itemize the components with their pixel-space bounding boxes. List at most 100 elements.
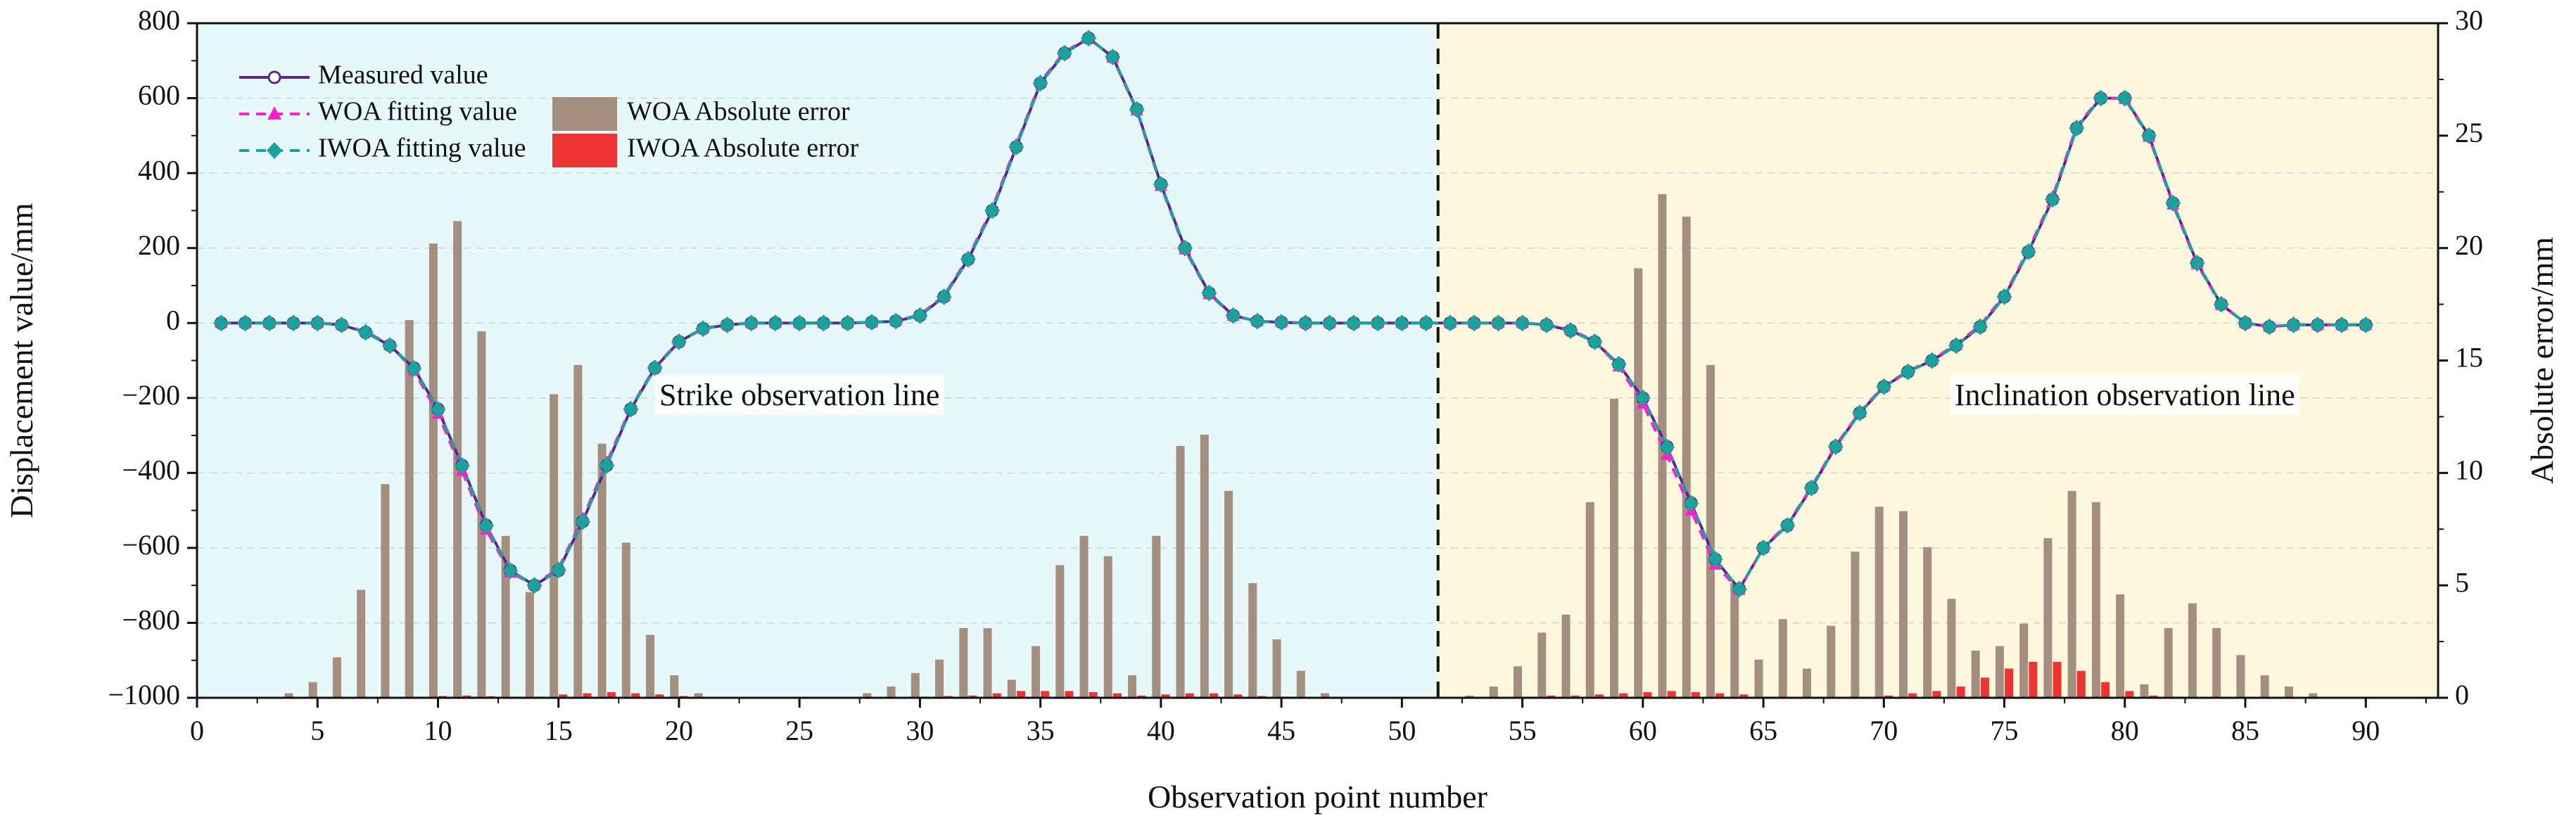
iwoa-fit-point [1105,48,1121,65]
iwoa-error-bar [2052,661,2062,698]
woa-error-bar [1827,625,1836,698]
iwoa-fit-point [1827,438,1844,456]
x-tick-label: 30 [906,715,934,746]
iwoa-error-bar [1884,695,1893,698]
iwoa-fit-point [2069,120,2085,137]
y-left-tick-label: 200 [138,229,180,261]
woa-error-bar [525,592,534,698]
iwoa-error-bar [968,695,977,698]
iwoa-error-bar [1161,694,1170,698]
iwoa-fit-point [381,337,398,355]
iwoa-fit-point [1996,288,2012,305]
iwoa-fit-point [1345,314,1362,332]
axes: 0 5 10 15 20 25 30 35 40 45 50 55 60 65 70 75 80 85 90−100… [108,4,2483,746]
y-left-tick-label: 400 [138,154,180,186]
y-left-tick-label: −1000 [108,679,180,710]
iwoa-fit-point [1803,479,1820,497]
woa-error-bar [1730,582,1739,698]
iwoa-fit-point [719,316,735,333]
iwoa-fit-point [671,333,687,350]
woa-error-bar [1032,646,1041,698]
woa-error-bar [381,484,390,698]
region-label-0: Strike observation line [659,378,939,412]
woa-error-bar [1152,535,1161,698]
iwoa-fit-point [1056,44,1072,62]
y-left-tick-label: −800 [122,604,180,636]
woa-error-bar [1321,693,1330,698]
woa-error-bar [935,659,944,698]
x-tick-label: 40 [1147,715,1175,746]
woa-error-bar [1634,268,1643,698]
iwoa-fit-point [984,202,1001,219]
fitting-lines [213,30,2374,598]
iwoa-fit-point [599,457,615,474]
iwoa-error-bar [1571,695,1580,698]
woa-error-bar [1176,445,1185,698]
iwoa-fit-point [1756,539,1772,556]
woa-error-bar [1224,490,1233,698]
woa-error-bar [2019,623,2029,698]
iwoa-fit-point [1418,314,1434,332]
iwoa-error-bar [1619,693,1628,698]
iwoa-fit-point [213,314,229,332]
legend: Measured value WOA fitting value IWOA fitt… [239,60,859,167]
iwoa-fit-point [1225,307,1241,324]
iwoa-fit-point [1177,239,1193,257]
iwoa-fit-point [2117,89,2133,107]
iwoa-fit-point [1924,352,1940,369]
iwoa-fit-point [1707,550,1723,568]
legend-marker-woa [267,106,281,120]
iwoa-fit-point [1490,314,1506,332]
iwoa-fit-point [647,359,663,377]
iwoa-fit-point [1201,284,1217,302]
iwoa-fit-point [237,314,253,332]
legend-label-0: Measured value [318,60,488,90]
y-left-tick-label: 0 [166,304,180,336]
woa-error-bar [1514,666,1523,698]
x-tick-label: 25 [785,715,813,746]
iwoa-error-bar [1209,693,1218,698]
iwoa-fit-point [2189,254,2205,272]
x-tick-label: 70 [1870,715,1898,746]
iwoa-error-bar [462,695,471,698]
woa-error-bar [1995,646,2004,698]
woa-error-bar [2067,490,2076,698]
region-label-bg-0 [654,374,944,415]
woa-error-bar [1489,687,1498,698]
x-tick-label: 75 [1991,715,2019,746]
iwoa-error-bar [1089,692,1098,698]
woa-error-bar [1055,565,1065,698]
iwoa-fit-point [1587,333,1603,350]
iwoa-error-bar [1112,693,1122,698]
woa-error-bar [1874,506,1884,698]
x-tick-label: 20 [665,715,693,746]
iwoa-fit-point [695,320,711,338]
iwoa-fit-point [574,513,590,530]
legend-label-2: IWOA fitting value [318,134,526,163]
woa-error-bar [1971,650,1980,698]
woa-error-bar [2140,684,2149,698]
woa-error-bar [646,634,655,698]
woa-error-bar [694,693,703,698]
woa-error-bar [1103,556,1112,698]
iwoa-error-bar [2029,661,2038,698]
iwoa-fit-point [1297,314,1314,332]
iwoa-fit-point [912,307,928,324]
legend-marker-iwoa [267,142,282,159]
woa-error-bar [2212,627,2221,698]
iwoa-fit-point [1731,580,1747,598]
iwoa-fit-point [1900,363,1916,381]
woa-error-bar [1200,434,1209,698]
iwoa-fit-point [1321,314,1338,332]
iwoa-fit-point [2309,316,2326,333]
iwoa-fit-point [310,314,326,332]
iwoa-fit-point [1563,321,1579,339]
woa-error-bar [1272,639,1281,698]
iwoa-error-bar [2101,682,2110,698]
iwoa-error-bar [2125,691,2134,698]
y-right-tick-label: 30 [2455,4,2483,36]
y-left-tick-label: −400 [122,454,180,486]
iwoa-fit-point [2261,318,2278,336]
iwoa-fit-point [1081,30,1097,47]
x-tick-label: 90 [2352,715,2380,746]
